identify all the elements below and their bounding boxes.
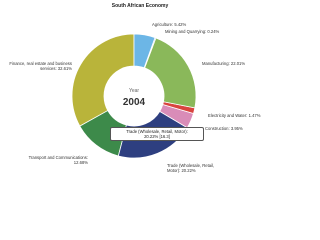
tooltip-line: Trade (Wholesale, Retail, Motor):: [126, 129, 188, 134]
slice-label: Manufacturing22.01%: [202, 61, 272, 66]
value-label: 32.61%: [57, 66, 72, 71]
category-name: Finance, real estate and business servic…: [9, 61, 72, 71]
category-name: Construction: [205, 126, 231, 131]
category-name: Agriculture: [152, 22, 174, 27]
center-label: Year: [129, 88, 139, 94]
slice-label: Agriculture5.42%: [152, 22, 212, 27]
category-name: Transport and Communications: [29, 155, 88, 160]
slice-label: Electricity and Water1.47%: [208, 113, 278, 118]
value-label: 12.68%: [73, 160, 88, 165]
slice-label: Trade (Wholesale, Retail, Motor)20.22%: [167, 163, 219, 173]
value-label: 3.95%: [230, 126, 243, 131]
value-label: 20.22%: [181, 168, 196, 173]
value-label: 1.47%: [248, 113, 261, 118]
donut-slice[interactable]: [159, 103, 194, 129]
value-label: 0.24%: [207, 29, 220, 34]
slice-label: Construction3.95%: [205, 126, 275, 131]
value-label: 22.01%: [230, 61, 246, 66]
slice-label: Mining and Quarrying0.24%: [165, 29, 235, 34]
donut-slice[interactable]: [133, 33, 156, 69]
chart: South African Economy Year 2004 Trade (W…: [4, 3, 278, 173]
chart-title: South African Economy: [111, 3, 169, 9]
slice-label: Finance, real estate and business servic…: [4, 61, 72, 71]
category-name: Manufacturing: [202, 61, 231, 66]
donut-area: Year 2004: [71, 33, 197, 159]
donut-slice[interactable]: [71, 33, 135, 127]
tooltip: Trade (Wholesale, Retail, Motor): 20.22%…: [110, 127, 204, 141]
donut-slice[interactable]: [144, 37, 197, 109]
value-label: 5.42%: [174, 22, 187, 27]
center-value: 2004: [123, 97, 146, 108]
slice-label: Transport and Communications12.68%: [24, 155, 88, 165]
donut-slice[interactable]: [79, 110, 127, 157]
category-name: Mining and Quarrying: [165, 29, 207, 34]
category-name: Electricity and Water: [208, 113, 249, 118]
tooltip-line: 20.22% [16.3]: [144, 134, 170, 139]
